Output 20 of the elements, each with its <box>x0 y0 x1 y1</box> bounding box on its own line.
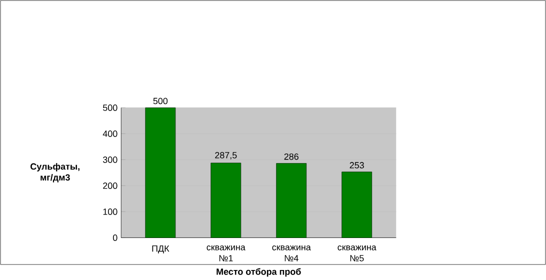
y-tick-label: 300 <box>103 156 118 163</box>
y-tick-label: 100 <box>103 208 118 215</box>
y-tick-label: 0 <box>112 234 118 241</box>
x-tick-label: скважина №5 <box>338 246 376 262</box>
y-tick-label: 400 <box>102 130 118 137</box>
x-tick-label: скважина №4 <box>272 246 311 262</box>
bar <box>145 108 176 238</box>
data-label: 500 <box>153 98 168 104</box>
x-axis-title: Место отбора проб <box>216 268 301 277</box>
data-label: 286 <box>284 154 298 160</box>
y-tick-label: 500 <box>103 104 118 111</box>
x-tick-label: скважина №1 <box>206 246 246 262</box>
bar <box>210 162 242 238</box>
bar <box>342 172 372 238</box>
y-axis-title: Сульфаты, мг/дм3 <box>30 163 80 182</box>
y-tick-label: 200 <box>103 182 118 189</box>
data-label: 287,5 <box>215 152 237 160</box>
x-tick-label: ПДК <box>152 246 170 254</box>
bar <box>276 163 307 238</box>
data-label: 253 <box>350 162 364 168</box>
